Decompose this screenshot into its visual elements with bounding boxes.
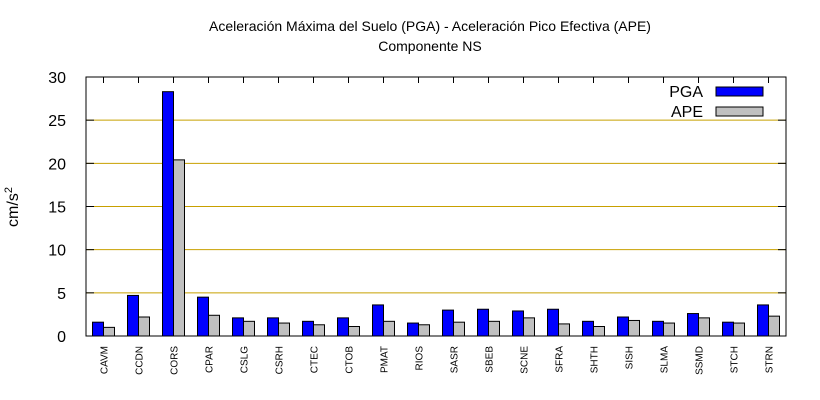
bar-pga xyxy=(757,304,769,337)
x-tick-label: STCH xyxy=(730,346,741,373)
plot-frame xyxy=(85,76,787,337)
x-tick-label: CAVM xyxy=(100,346,111,374)
y-axis-label-base: cm/s xyxy=(5,193,22,227)
y-tick-label: 10 xyxy=(48,243,66,260)
bar-pga xyxy=(442,309,454,337)
x-tick-label: CPAR xyxy=(205,346,216,373)
bar-pga xyxy=(337,317,349,337)
x-tick-label: SLMA xyxy=(660,346,671,374)
bar-pga xyxy=(127,294,139,337)
bar-pga xyxy=(372,304,384,337)
chart-title: Aceleración Máxima del Suelo (PGA) - Ace… xyxy=(209,18,651,34)
bar-pga xyxy=(477,308,489,337)
y-axis-label: cm/s2 xyxy=(3,187,22,227)
x-tick-label: CSLG xyxy=(240,346,251,373)
gridlines xyxy=(86,119,786,294)
bar-pga xyxy=(407,322,419,337)
bar-ape xyxy=(103,326,115,337)
x-tick-label: CORS xyxy=(170,346,181,375)
y-tick-label: 5 xyxy=(57,286,66,303)
bar-pga xyxy=(92,321,104,337)
x-ticks: CAVM CCDN CORS CPAR CSLG CSRH CTEC CTOB PMAT RIOS… xyxy=(100,77,776,375)
y-tick-label: 0 xyxy=(57,329,66,346)
legend: PGA APE xyxy=(669,84,764,121)
bar-ape xyxy=(138,316,150,337)
bar-ape xyxy=(243,320,255,337)
x-tick-label: RIOS xyxy=(415,346,426,371)
bars xyxy=(92,91,780,337)
x-tick-label: SSMD xyxy=(695,346,706,375)
x-tick-label: SASR xyxy=(450,346,461,373)
bar-ape xyxy=(488,320,500,337)
bar-pga xyxy=(232,317,244,337)
y-tick-label: 25 xyxy=(48,113,66,130)
y-axis-label-superscript: 2 xyxy=(3,187,15,193)
bar-pga xyxy=(302,320,314,337)
y-ticks: 0 5 10 15 20 25 30 xyxy=(48,70,786,346)
bar-pga xyxy=(197,296,209,337)
bar-pga xyxy=(617,316,629,337)
bar-pga xyxy=(722,321,734,337)
y-tick-label: 15 xyxy=(48,200,66,217)
bar-pga xyxy=(652,320,664,337)
legend-swatch xyxy=(715,86,764,97)
x-tick-label: CTEC xyxy=(310,346,321,373)
x-tick-label: PMAT xyxy=(380,346,391,373)
bar-ape xyxy=(593,326,605,337)
x-tick-label: CTOB xyxy=(345,346,356,374)
x-tick-label: SFRA xyxy=(555,346,566,373)
bar-ape xyxy=(453,321,465,337)
legend-label: PGA xyxy=(669,84,703,101)
y-tick-label: 30 xyxy=(48,70,66,87)
bar-ape xyxy=(313,324,325,337)
bar-ape xyxy=(558,323,570,337)
bar-pga xyxy=(547,308,559,337)
bar-pga xyxy=(267,317,279,337)
x-tick-label: SHTH xyxy=(590,346,601,373)
bar-pga xyxy=(162,91,174,337)
bar-ape xyxy=(698,317,710,337)
chart-subtitle: Componente NS xyxy=(378,38,482,54)
bar-ape xyxy=(663,322,675,337)
x-tick-label: SISH xyxy=(625,346,636,369)
bar-ape xyxy=(628,319,640,337)
bar-ape xyxy=(278,322,290,337)
bar-ape xyxy=(418,324,430,337)
bar-ape xyxy=(173,159,185,337)
bar-ape xyxy=(348,326,360,337)
x-tick-label: SCNE xyxy=(520,346,531,374)
bar-ape xyxy=(383,320,395,337)
x-tick-label: CCDN xyxy=(135,346,146,375)
bar-pga xyxy=(582,320,594,337)
bar-ape xyxy=(523,317,535,337)
bar-pga xyxy=(687,313,699,337)
bar-pga xyxy=(512,310,524,337)
x-tick-label: STRN xyxy=(765,346,776,373)
legend-label: APE xyxy=(671,104,703,121)
bar-ape xyxy=(768,315,780,337)
legend-swatch xyxy=(715,106,764,117)
x-tick-label: SBEB xyxy=(485,346,496,373)
y-tick-label: 20 xyxy=(48,156,66,173)
bar-ape xyxy=(208,314,220,337)
x-tick-label: CSRH xyxy=(275,346,286,374)
bar-ape xyxy=(733,322,745,337)
